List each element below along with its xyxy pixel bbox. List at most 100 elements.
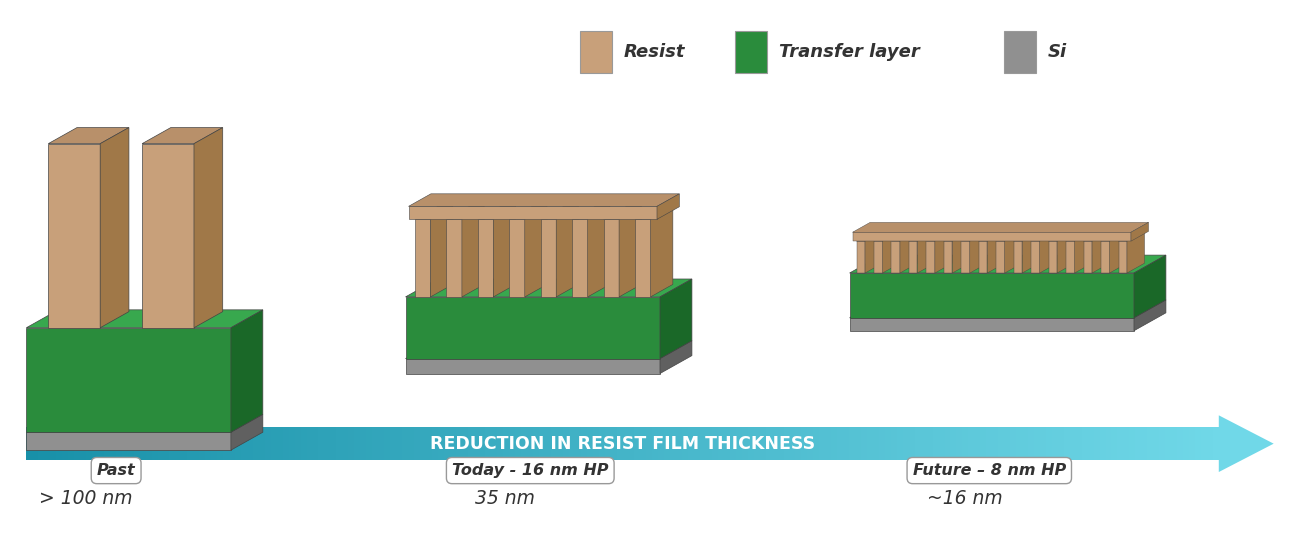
Polygon shape	[1159, 427, 1165, 460]
Polygon shape	[1117, 427, 1124, 460]
Polygon shape	[68, 427, 74, 460]
Polygon shape	[1177, 427, 1184, 460]
Polygon shape	[1129, 427, 1135, 460]
Polygon shape	[850, 255, 1165, 273]
Polygon shape	[408, 427, 414, 460]
Polygon shape	[509, 219, 525, 297]
Polygon shape	[572, 207, 609, 219]
Polygon shape	[706, 427, 713, 460]
Polygon shape	[957, 427, 962, 460]
Polygon shape	[856, 231, 882, 241]
Polygon shape	[664, 427, 671, 460]
Polygon shape	[771, 427, 778, 460]
Polygon shape	[766, 427, 771, 460]
Text: 35 nm: 35 nm	[475, 489, 535, 508]
Polygon shape	[1058, 427, 1064, 460]
Polygon shape	[944, 231, 970, 241]
Polygon shape	[619, 207, 642, 297]
Polygon shape	[1189, 427, 1195, 460]
Polygon shape	[151, 427, 158, 460]
Polygon shape	[724, 427, 729, 460]
Polygon shape	[850, 273, 1134, 318]
Polygon shape	[979, 231, 1005, 241]
Polygon shape	[492, 427, 497, 460]
Polygon shape	[342, 427, 348, 460]
Polygon shape	[48, 127, 129, 143]
Polygon shape	[1134, 300, 1165, 331]
Polygon shape	[1005, 231, 1022, 273]
Polygon shape	[927, 241, 934, 273]
Polygon shape	[545, 427, 551, 460]
Polygon shape	[515, 427, 521, 460]
Polygon shape	[217, 427, 223, 460]
Polygon shape	[1124, 427, 1129, 460]
Polygon shape	[230, 427, 235, 460]
Polygon shape	[91, 427, 98, 460]
Polygon shape	[576, 427, 581, 460]
Polygon shape	[880, 427, 885, 460]
Polygon shape	[927, 231, 953, 241]
Polygon shape	[521, 427, 527, 460]
Polygon shape	[729, 427, 736, 460]
Polygon shape	[1074, 231, 1092, 273]
Polygon shape	[478, 219, 493, 297]
Polygon shape	[867, 427, 873, 460]
Polygon shape	[414, 427, 420, 460]
Polygon shape	[539, 427, 545, 460]
Polygon shape	[953, 231, 970, 273]
Polygon shape	[1014, 231, 1040, 241]
Polygon shape	[660, 279, 692, 359]
Polygon shape	[572, 219, 587, 297]
Polygon shape	[406, 297, 660, 359]
Polygon shape	[74, 427, 80, 460]
Polygon shape	[56, 427, 63, 460]
Polygon shape	[1017, 427, 1022, 460]
Polygon shape	[223, 427, 230, 460]
Polygon shape	[1135, 427, 1142, 460]
Polygon shape	[485, 427, 492, 460]
Polygon shape	[121, 427, 128, 460]
Polygon shape	[265, 427, 271, 460]
Polygon shape	[874, 241, 882, 273]
Polygon shape	[26, 310, 262, 327]
Polygon shape	[587, 207, 609, 297]
Polygon shape	[406, 341, 692, 359]
Polygon shape	[1134, 255, 1165, 318]
Polygon shape	[1171, 427, 1177, 460]
Polygon shape	[1014, 241, 1022, 273]
Polygon shape	[604, 207, 642, 219]
Polygon shape	[408, 206, 656, 219]
Polygon shape	[295, 427, 300, 460]
Polygon shape	[300, 427, 307, 460]
Polygon shape	[587, 427, 592, 460]
Polygon shape	[754, 427, 760, 460]
Polygon shape	[170, 427, 175, 460]
Polygon shape	[1066, 241, 1074, 273]
Text: Transfer layer: Transfer layer	[779, 43, 920, 61]
Polygon shape	[801, 427, 808, 460]
Polygon shape	[556, 207, 578, 297]
Polygon shape	[636, 219, 650, 297]
Polygon shape	[1049, 241, 1057, 273]
Polygon shape	[188, 427, 193, 460]
Polygon shape	[415, 207, 453, 219]
Polygon shape	[415, 219, 431, 297]
Polygon shape	[850, 318, 1134, 331]
Polygon shape	[26, 427, 33, 460]
Polygon shape	[790, 427, 796, 460]
Polygon shape	[1028, 427, 1034, 460]
Polygon shape	[1040, 427, 1045, 460]
Polygon shape	[910, 241, 917, 273]
Polygon shape	[390, 427, 395, 460]
Polygon shape	[891, 241, 900, 273]
Polygon shape	[852, 232, 1131, 241]
Text: Future – 8 nm HP: Future – 8 nm HP	[912, 463, 1066, 478]
Polygon shape	[699, 427, 706, 460]
Text: ~16 nm: ~16 nm	[927, 489, 1002, 508]
Polygon shape	[1066, 231, 1092, 241]
Polygon shape	[1195, 427, 1201, 460]
Polygon shape	[354, 427, 360, 460]
Text: Today - 16 nm HP: Today - 16 nm HP	[452, 463, 608, 478]
Polygon shape	[856, 241, 865, 273]
Polygon shape	[1207, 427, 1212, 460]
